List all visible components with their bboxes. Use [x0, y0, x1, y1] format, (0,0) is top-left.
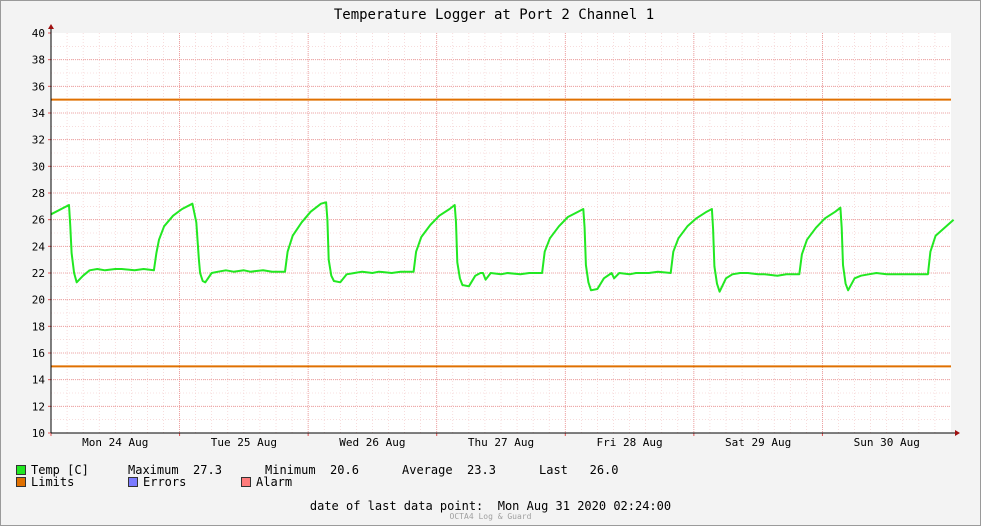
- legend-errors-swatch: [128, 477, 138, 487]
- x-tick-label: Mon 24 Aug: [82, 436, 148, 449]
- y-axis-ticks: 10 12 14 16 18 20 22 24 26 28 30 32 34 36 38 40: [32, 27, 51, 440]
- legend-limits: Limits: [16, 475, 74, 489]
- legend-maximum: Maximum 27.3: [128, 463, 222, 477]
- series-line-temp: [50, 201, 955, 293]
- y-tick-label: 30: [32, 160, 45, 173]
- y-tick-label: 18: [32, 320, 45, 333]
- footer-value: Mon Aug 31 2020 02:24:00: [497, 499, 672, 513]
- y-tick-label: 32: [32, 134, 45, 147]
- y-tick-label: 26: [32, 214, 45, 227]
- legend-errors: Errors: [128, 475, 186, 489]
- chart-title: Temperature Logger at Port 2 Channel 1: [334, 7, 654, 23]
- axes: [48, 24, 960, 436]
- x-tick-label: Thu 27 Aug: [468, 436, 534, 449]
- legend-minimum: Minimum 20.6: [265, 463, 359, 477]
- average-value: 23.3: [467, 463, 496, 477]
- legend-alarm-swatch: [241, 477, 251, 487]
- legend-average: Average 23.3: [402, 463, 496, 477]
- legend-alarm: Alarm: [241, 475, 292, 489]
- footer-label: date of last data point:: [309, 499, 484, 513]
- maximum-value: 27.3: [193, 463, 222, 477]
- y-tick-label: 16: [32, 347, 45, 360]
- legend-temp-swatch: [16, 465, 26, 475]
- last-value: 26.0: [589, 463, 619, 477]
- temperature-chart: Mon 24 Aug Tue 25 Aug Wed 26 Aug Thu 27 Aug…: [32, 7, 960, 449]
- x-tick-label: Tue 25 Aug: [211, 436, 277, 449]
- x-tick-label: Sat 29 Aug: [725, 436, 791, 449]
- watermark: OCTA4 Log & Guard: [449, 512, 532, 521]
- y-tick-label: 12: [32, 400, 45, 413]
- legend-last: Last 26.0: [539, 463, 619, 477]
- x-axis-ticks: Mon 24 Aug Tue 25 Aug Wed 26 Aug Thu 27 Aug…: [50, 433, 920, 449]
- y-tick-label: 14: [32, 374, 46, 387]
- y-tick-label: 24: [32, 240, 46, 253]
- y-tick-label: 40: [32, 27, 45, 40]
- x-tick-label: Sun 30 Aug: [854, 436, 920, 449]
- y-tick-label: 36: [32, 80, 45, 93]
- y-tick-label: 38: [32, 54, 45, 67]
- y-tick-label: 22: [32, 267, 45, 280]
- legend-limits-label: Limits: [31, 475, 75, 489]
- series-group: [50, 201, 955, 293]
- y-axis-arrow-icon: [48, 24, 54, 29]
- legend-errors-label: Errors: [143, 475, 187, 489]
- x-axis-arrow-icon: [955, 430, 960, 436]
- maximum-label: Maximum: [128, 463, 179, 477]
- minimum-value: 20.6: [330, 463, 359, 477]
- legend-limits-swatch: [16, 477, 26, 487]
- y-tick-label: 28: [32, 187, 45, 200]
- y-tick-label: 20: [32, 294, 45, 307]
- y-tick-label: 34: [32, 107, 46, 120]
- minimum-label: Minimum: [265, 463, 316, 477]
- footer-last-data-point: date of last data point: Mon Aug 31 2020…: [0, 499, 981, 513]
- legend-alarm-label: Alarm: [256, 475, 293, 489]
- average-label: Average: [402, 463, 453, 477]
- last-label: Last: [539, 463, 568, 477]
- x-tick-label: Fri 28 Aug: [596, 436, 662, 449]
- legend-temp-label: Temp [C]: [31, 463, 89, 477]
- x-tick-label: Wed 26 Aug: [339, 436, 405, 449]
- limit-lines: [51, 98, 951, 368]
- legend-temp: Temp [C]: [16, 463, 89, 477]
- y-tick-label: 10: [32, 427, 45, 440]
